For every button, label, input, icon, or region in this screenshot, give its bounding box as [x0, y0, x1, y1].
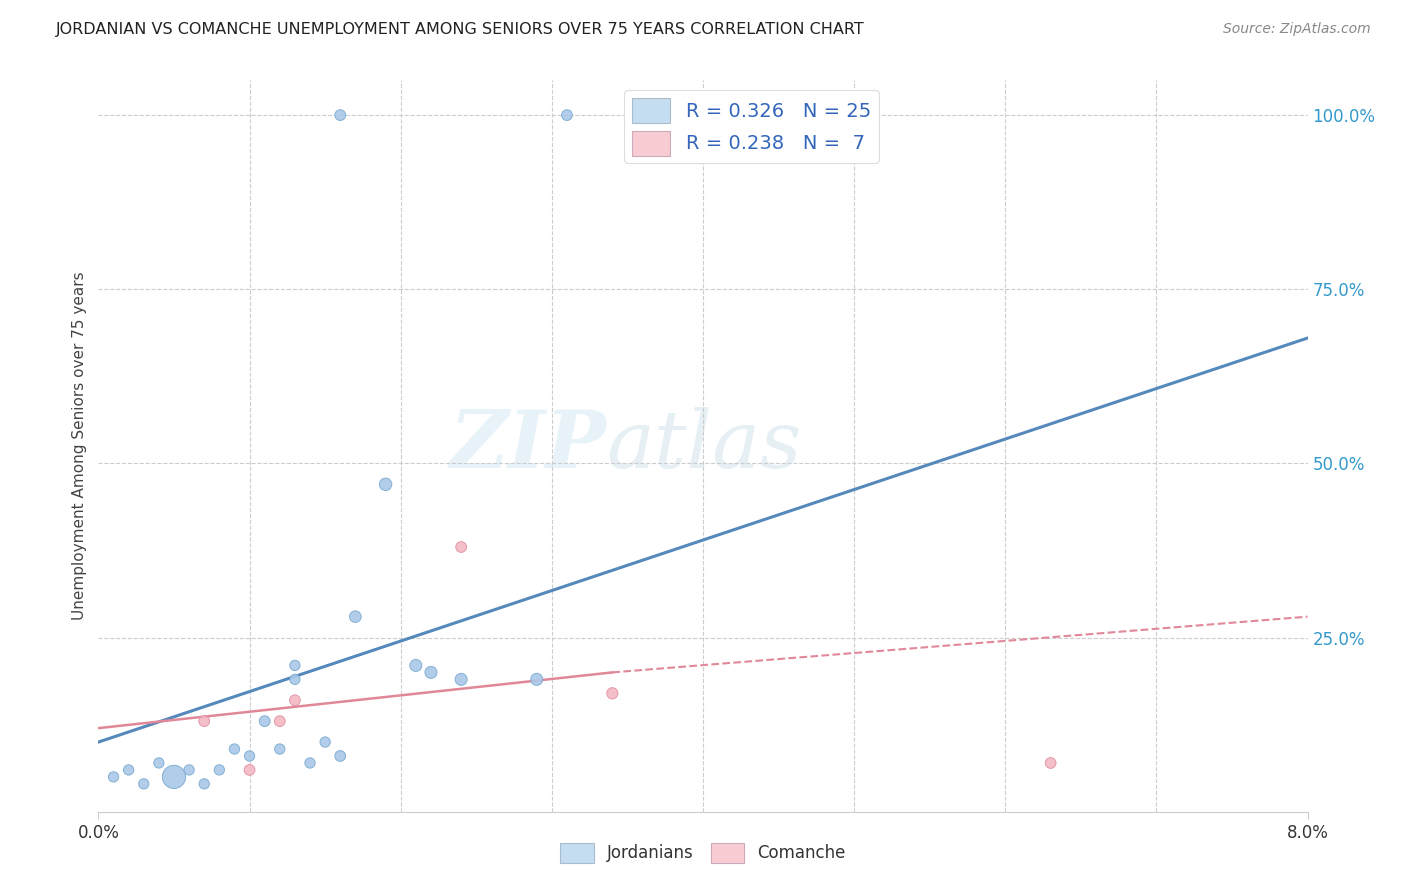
Point — [284, 673, 307, 687]
Point — [284, 658, 307, 673]
Point — [193, 777, 215, 791]
Text: Source: ZipAtlas.com: Source: ZipAtlas.com — [1223, 22, 1371, 37]
Point — [1039, 756, 1062, 770]
Point — [602, 686, 624, 700]
Point — [118, 763, 141, 777]
Point — [269, 714, 291, 728]
Point — [179, 763, 201, 777]
Text: JORDANIAN VS COMANCHE UNEMPLOYMENT AMONG SENIORS OVER 75 YEARS CORRELATION CHART: JORDANIAN VS COMANCHE UNEMPLOYMENT AMONG… — [56, 22, 865, 37]
Point — [132, 777, 155, 791]
Point — [329, 108, 352, 122]
Point — [269, 742, 291, 756]
Text: atlas: atlas — [606, 408, 801, 484]
Point — [224, 742, 246, 756]
Point — [148, 756, 170, 770]
Point — [420, 665, 443, 680]
Point — [163, 770, 186, 784]
Y-axis label: Unemployment Among Seniors over 75 years: Unemployment Among Seniors over 75 years — [72, 272, 87, 620]
Point — [314, 735, 336, 749]
Point — [239, 763, 262, 777]
Point — [284, 693, 307, 707]
Point — [299, 756, 322, 770]
Point — [208, 763, 231, 777]
Point — [405, 658, 427, 673]
Legend: Jordanians, Comanche: Jordanians, Comanche — [554, 837, 852, 869]
Point — [450, 673, 472, 687]
Point — [193, 714, 215, 728]
Point — [526, 673, 548, 687]
Point — [103, 770, 125, 784]
Text: ZIP: ZIP — [450, 408, 606, 484]
Point — [555, 108, 578, 122]
Point — [344, 609, 367, 624]
Point — [253, 714, 276, 728]
Point — [239, 749, 262, 764]
Point — [450, 540, 472, 554]
Point — [374, 477, 396, 491]
Point — [329, 749, 352, 764]
